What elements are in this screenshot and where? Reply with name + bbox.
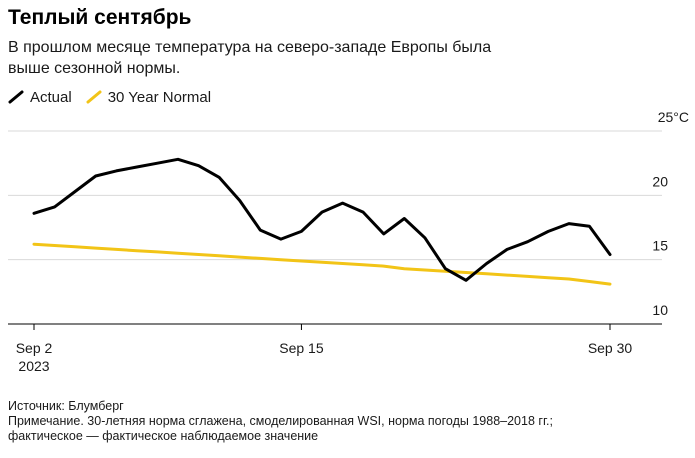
x-tick-label-30: Sep 30 — [588, 340, 633, 356]
legend-item-normal: 30 Year Normal — [86, 89, 211, 106]
x-tick-label-2: Sep 2 — [16, 340, 53, 356]
legend-item-actual: Actual — [8, 89, 72, 106]
line-chart: 25°C 20 15 10 Sep 2 2023 Sep 15 Sep 30 — [8, 109, 689, 374]
legend-label-actual: Actual — [30, 88, 72, 106]
x-tick-label-15: Sep 15 — [279, 340, 324, 356]
series-line-30-year-normal — [32, 242, 612, 286]
source-note: Источник: Блумберг — [8, 399, 124, 413]
series-line-actual — [32, 157, 612, 282]
legend: Actual 30 Year Normal — [8, 88, 225, 106]
chart-subtitle: В прошлом месяце температура на северо-з… — [8, 39, 492, 77]
methodology-note-line-1: Примечание. 30-летняя норма сглажена, см… — [8, 414, 553, 428]
legend-label-normal: 30 Year Normal — [107, 88, 212, 106]
y-tick-label-25: 25°C — [658, 109, 689, 125]
chart-title: Теплый сентябрь — [8, 6, 192, 29]
chart-footer: Источник: Блумберг Примечание. 30-летняя… — [8, 399, 553, 444]
methodology-note-line-2: фактическое — фактическое наблюдаемое зн… — [8, 429, 319, 443]
legend-swatch-normal — [86, 90, 102, 104]
y-tick-label-15: 15 — [652, 238, 668, 254]
y-tick-label-20: 20 — [652, 173, 668, 189]
x-tick-sublabel-2: 2023 — [18, 358, 49, 374]
y-tick-label-10: 10 — [652, 302, 668, 318]
legend-swatch-actual — [8, 90, 24, 104]
